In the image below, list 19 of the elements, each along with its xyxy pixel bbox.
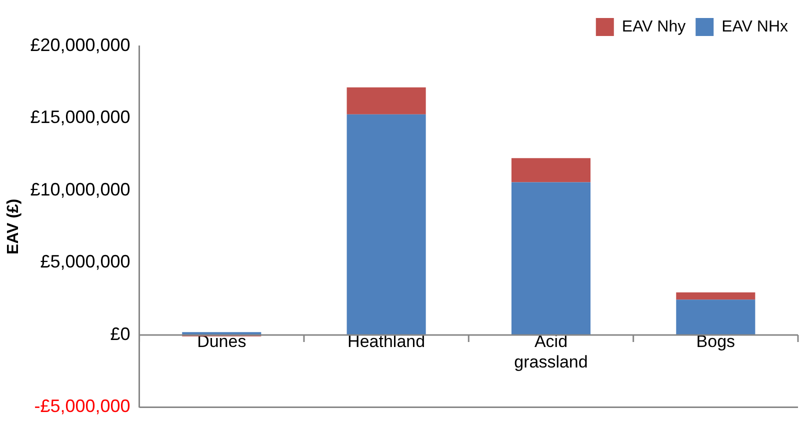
legend-label: EAV NHx <box>722 18 788 36</box>
bar <box>676 300 756 335</box>
y-tick-label: £15,000,000 <box>30 107 130 128</box>
bar <box>511 182 591 335</box>
y-tick-label: £0 <box>110 324 130 344</box>
y-tick-label: £10,000,000 <box>30 179 130 200</box>
x-tick-label: Bogs <box>696 332 736 352</box>
y-axis-title: EAV (£) <box>5 198 22 254</box>
bar <box>346 114 426 335</box>
legend-label: EAV Nhy <box>622 18 686 36</box>
x-tick-label: Heathland <box>348 332 426 352</box>
bar <box>346 87 426 114</box>
x-tick-label: Acid grassland <box>514 332 588 372</box>
bar <box>676 292 756 300</box>
y-tick-label: -£5,000,000 <box>34 396 130 416</box>
x-tick-label: Dunes <box>197 332 246 352</box>
bar <box>511 158 591 182</box>
y-tick-label: £5,000,000 <box>40 252 130 272</box>
y-tick-label: £20,000,000 <box>30 34 130 55</box>
